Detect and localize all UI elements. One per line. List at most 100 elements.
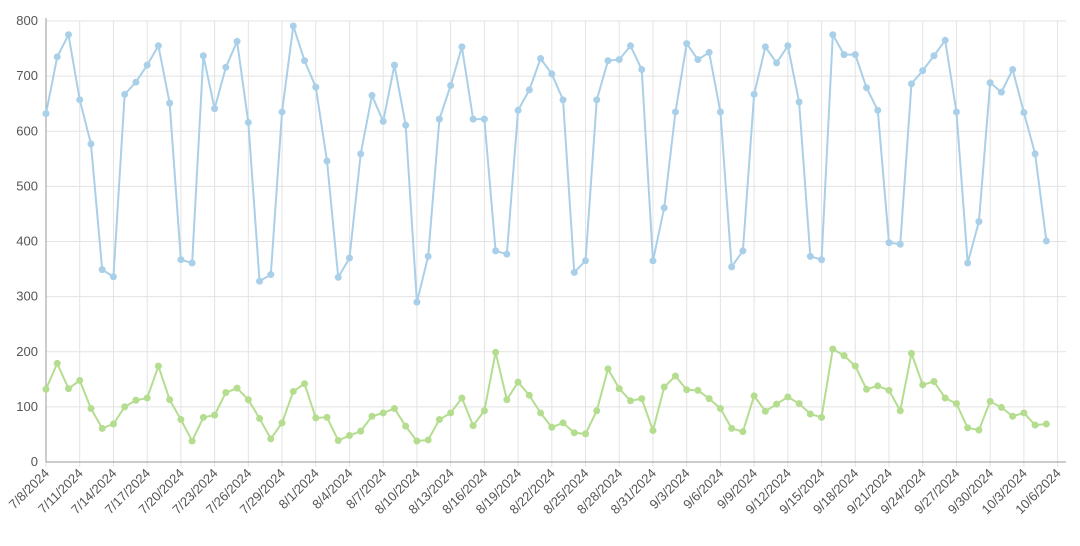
point	[705, 48, 713, 56]
point	[896, 407, 904, 415]
point	[211, 105, 219, 113]
point	[919, 67, 927, 75]
point	[514, 378, 522, 386]
point	[312, 83, 320, 91]
point	[626, 397, 634, 405]
point	[98, 266, 106, 274]
point	[694, 386, 702, 394]
point	[222, 389, 230, 397]
point	[863, 84, 871, 92]
point	[244, 396, 252, 404]
point	[143, 394, 151, 402]
point	[671, 108, 679, 116]
point	[188, 437, 196, 445]
point	[784, 42, 792, 50]
point	[874, 106, 882, 114]
point	[739, 428, 747, 436]
point	[132, 78, 140, 86]
point	[301, 57, 309, 65]
point	[739, 247, 747, 255]
point	[728, 424, 736, 432]
point	[930, 378, 938, 386]
point	[76, 96, 84, 104]
point	[424, 252, 432, 260]
point	[177, 416, 185, 424]
point	[143, 61, 151, 69]
point	[345, 254, 353, 262]
point	[211, 411, 219, 419]
point	[604, 365, 612, 373]
point	[773, 400, 781, 408]
point	[469, 115, 477, 123]
point	[379, 409, 387, 417]
point	[952, 108, 960, 116]
point	[42, 110, 50, 118]
point	[413, 298, 421, 306]
point	[267, 271, 275, 279]
y-tick-label: 300	[16, 289, 38, 304]
point	[1042, 237, 1050, 245]
point	[166, 396, 174, 404]
point	[121, 90, 129, 98]
point	[267, 435, 275, 443]
point	[716, 108, 724, 116]
point	[840, 51, 848, 59]
y-tick-label: 700	[16, 68, 38, 83]
point	[582, 257, 590, 265]
point	[761, 43, 769, 51]
point	[323, 413, 331, 421]
point	[964, 424, 972, 432]
point	[64, 385, 72, 393]
point	[402, 121, 410, 129]
point	[851, 51, 859, 59]
point	[907, 80, 915, 88]
point	[615, 56, 623, 64]
point	[1031, 421, 1039, 429]
point	[121, 403, 129, 411]
point	[166, 99, 174, 107]
point	[986, 397, 994, 405]
point	[256, 277, 264, 285]
point	[1009, 412, 1017, 420]
point	[694, 56, 702, 64]
point	[683, 40, 691, 48]
point	[537, 409, 545, 417]
point	[885, 386, 893, 394]
point	[492, 247, 500, 255]
point	[638, 66, 646, 74]
point	[458, 43, 466, 51]
point	[312, 414, 320, 422]
point	[199, 52, 207, 60]
point	[638, 395, 646, 403]
point	[1009, 66, 1017, 74]
point	[98, 424, 106, 432]
point	[806, 252, 814, 260]
point	[390, 405, 398, 413]
point	[188, 259, 196, 267]
point	[514, 106, 522, 114]
y-tick-label: 800	[16, 13, 38, 28]
point	[1042, 420, 1050, 428]
point	[829, 31, 837, 39]
point	[199, 413, 207, 421]
point	[660, 204, 668, 212]
point	[885, 239, 893, 247]
point	[649, 427, 657, 435]
point	[435, 115, 443, 123]
point	[109, 273, 117, 281]
point	[76, 376, 84, 384]
point	[525, 391, 533, 399]
y-tick-label: 0	[31, 454, 38, 469]
point	[896, 240, 904, 248]
point	[761, 407, 769, 415]
point	[53, 359, 61, 367]
point	[559, 96, 567, 104]
point	[492, 348, 500, 356]
point	[447, 81, 455, 89]
point	[469, 422, 477, 430]
point	[997, 403, 1005, 411]
point	[368, 91, 376, 99]
point	[570, 429, 578, 437]
point	[952, 400, 960, 408]
y-tick-label: 100	[16, 399, 38, 414]
